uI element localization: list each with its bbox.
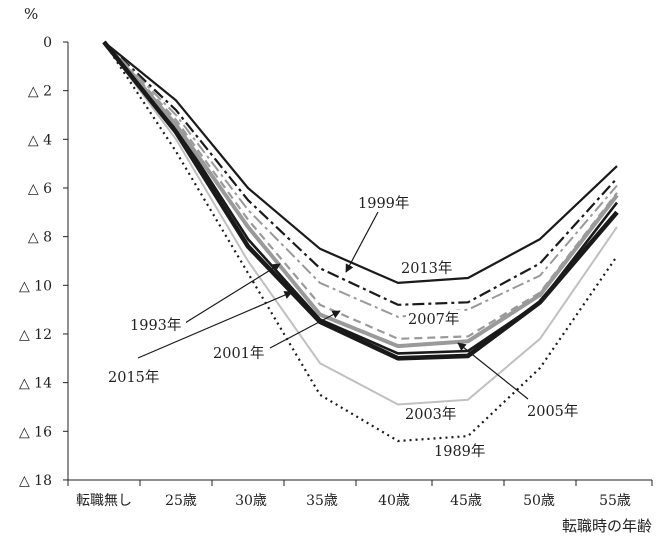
series-line-1989 [103,41,618,443]
series-line-2007 [103,41,618,318]
series-label: 1999年 [358,195,409,212]
annotations: 1999年 2013年 1993年 2007年 2001年 2015年 2005年 2003年… [106,194,583,460]
y-tick-label: △ 8 [28,230,52,246]
series-line-1999 [103,41,618,306]
leader-arrow [457,342,529,400]
axes [67,42,652,481]
y-tick-label: △ 4 [28,132,52,148]
label-background [356,194,414,212]
leader-arrow [345,211,379,273]
series-line-2001 [103,41,618,340]
series-label: 2003年 [405,406,456,423]
y-tick-label: △ 10 [19,278,52,294]
x-tick-label: 55歳 [599,493,631,509]
label-background [406,310,464,328]
series-line-2005 [102,40,619,349]
y-tick-label: 0 [43,35,52,51]
series-layer [102,40,619,443]
series-label: 2007年 [408,311,459,328]
leader-arrow [137,291,293,359]
series-label: 1989年 [434,443,485,460]
x-ticks: 転職無し 25歳 30歳 35歳 40歳 45歳 50歳 55歳 [67,480,653,509]
series-label: 2001年 [213,345,264,362]
label-background [128,316,186,334]
y-tick-label: △ 16 [19,424,52,440]
label-background [403,405,461,423]
series-label: 1993年 [130,317,181,334]
x-tick-label: 35歳 [306,493,338,509]
label-background [106,368,164,386]
label-background [432,442,490,460]
series-line-2003 [103,41,618,406]
label-background [211,344,269,362]
series-line-2015 [102,40,619,361]
series-label: 2013年 [401,260,452,277]
y-tick-label: △ 12 [19,327,52,343]
leader-arrow [269,310,341,349]
leader-arrow [184,263,281,324]
y-tick-label: △ 18 [19,473,52,489]
x-tick-label: 45歳 [450,493,482,509]
label-background [525,402,583,420]
x-tick-label: 25歳 [165,493,197,509]
x-tick-label: 50歳 [523,493,555,509]
y-unit-label: % [24,5,38,23]
x-axis-title: 転職時の年齢 [562,517,652,535]
series-label: 2005年 [527,403,578,420]
label-background [399,259,457,277]
y-tick-label: △ 2 [28,84,52,100]
y-ticks: 0 △ 2 △ 4 △ 6 △ 8 △ 10 △ 12 △ 14 △ 16 △ 18 [19,35,68,489]
series-line-2013 [103,41,618,284]
x-tick-label: 40歳 [378,493,410,509]
y-tick-label: △ 6 [28,181,52,197]
y-tick-label: △ 14 [19,376,52,392]
series-label: 2015年 [108,369,159,386]
x-tick-label: 転職無し [76,493,132,509]
x-tick-label: 30歳 [235,493,267,509]
